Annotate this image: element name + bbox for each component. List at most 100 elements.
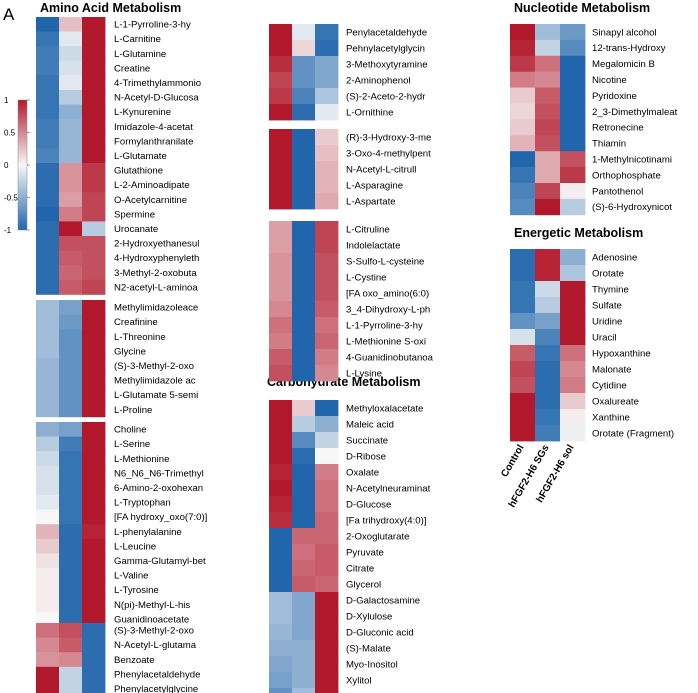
heatmap-cell [535,409,561,426]
heatmap-cell [269,544,293,561]
heatmap-cell [315,365,339,382]
row-label: D-Gluconic acid [346,627,414,638]
heatmap-cell [59,31,83,47]
heatmap-cell [269,269,293,286]
colorbar-tick-label: 0.5 [4,129,16,138]
heatmap-cell [82,236,106,251]
row-label: Glycerol [346,579,381,590]
heatmap-cell [269,400,293,417]
heatmap-cell [315,448,339,465]
heatmap-cell [292,129,316,146]
heatmap-cell [292,592,316,609]
heatmap-cell [292,177,316,194]
row-label: 4-Guanidinobutanoa [346,352,434,363]
heatmap-cell [315,592,339,609]
row-label: Uracil [592,332,617,343]
heatmap-cell [36,465,60,481]
row-label: N-Acetyl-L-citrull [346,164,416,175]
heatmap-cell [59,422,83,437]
row-label: [Fa trihydroxy(4:0)] [346,515,427,526]
heatmap-cell [292,269,316,286]
heatmap-cell [36,17,60,32]
heatmap-cell [292,317,316,334]
row-label: Maleic acid [346,419,394,430]
heatmap-cell [560,167,586,184]
heatmap-cell [82,17,106,32]
heatmap-cell [36,31,60,47]
heatmap-cell [535,183,561,200]
row-label: Succinate [346,435,388,446]
heatmap-cell [292,237,316,254]
heatmap-cell [36,343,60,359]
row-label: L-Methionine [114,454,169,465]
heatmap-cell [59,221,83,237]
heatmap-cell [535,265,561,282]
heatmap-cell [269,193,293,210]
heatmap-cell [535,297,561,314]
heatmap-cell [560,55,586,73]
row-label: L-Valine [114,571,149,582]
row-label: Pehnylacetylglycin [346,43,425,54]
heatmap-cell [59,163,83,178]
heatmap-cell [292,349,316,366]
heatmap-cell [59,17,83,32]
heatmap-cell [510,103,536,120]
row-label: 3_4-Dihydroxy-L-ph [346,304,430,315]
row-label: (S)-Malate [346,643,391,654]
row-label: L-Tryptophan [114,498,171,509]
heatmap-cell [510,135,536,152]
heatmap-cell [36,104,60,120]
heatmap-cell [36,387,60,403]
heatmap-cell [315,145,339,162]
row-label: Thiamin [592,139,626,150]
row-label: N-Acetyl-L-glutama [114,640,197,651]
heatmap-cell [315,560,339,577]
row-label: Creatine [114,63,150,74]
heatmap-cell [82,480,106,496]
heatmap-cell [269,512,293,529]
row-label: L-2-Aminoadipate [114,180,190,191]
row-label: S-Sulfo-L-cysteine [346,256,424,267]
heatmap-cell [315,528,339,545]
heatmap-cell [59,451,83,467]
heatmap-cell [269,301,293,318]
heatmap-cell [82,652,106,668]
heatmap-cell [82,387,106,403]
heatmap-cell [560,361,586,378]
heatmap-cell [292,161,316,178]
row-label: D-Xylulose [346,611,392,622]
heatmap-cell [269,608,293,625]
heatmap-cell [560,249,586,266]
colorbar-tick-label: 0 [4,161,9,170]
heatmap-cell [292,688,316,693]
heatmap-cell [269,104,293,121]
heatmap-cell [269,349,293,366]
heatmap-cell [510,409,536,426]
heatmap-cell [59,177,83,193]
heatmap-cell [510,393,536,410]
heatmap-cell [59,265,83,281]
heatmap-cell [36,480,60,496]
heatmap-cell [315,544,339,561]
heatmap-cell [59,524,83,540]
row-label: L-Cystine [346,272,387,283]
heatmap-cell [82,451,106,467]
heatmap-cell [36,623,60,638]
heatmap-cell [535,55,561,73]
row-label: L-Serine [114,439,150,450]
row-label: Xylitol [346,675,372,686]
heatmap-cell [269,688,293,693]
row-label: D-Glucose [346,499,391,510]
row-label: Orthophosphate [592,170,661,181]
row-label: 2-Aminophenol [346,75,411,86]
row-label: Methyloxalacetate [346,403,423,414]
heatmap-cell [59,148,83,164]
row-label: Oxalate [346,467,379,478]
heatmap-cell [82,46,106,62]
heatmap-cell [535,425,561,442]
heatmap-cell [315,221,339,238]
heatmap-cell [269,656,293,673]
heatmap-cell [36,300,60,315]
heatmap-cell [292,576,316,593]
heatmap-cell [59,343,83,359]
